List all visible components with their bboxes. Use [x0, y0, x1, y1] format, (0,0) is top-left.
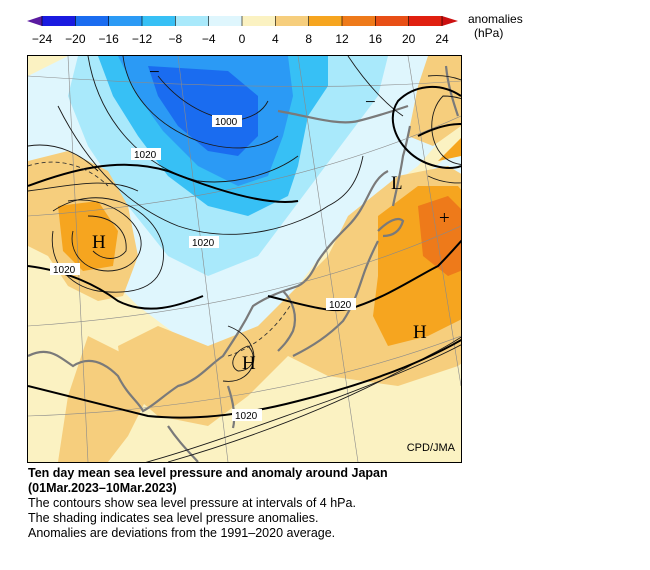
pressure-centers: H H H H L L [92, 173, 427, 374]
colorbar-tick-label: −4 [202, 32, 216, 46]
colorbar-tick-label: 16 [369, 32, 383, 46]
isobars-1020 [28, 85, 461, 419]
colorbar-bin [408, 16, 443, 26]
high-south-of-japan-symbol: H [413, 322, 427, 343]
units-label-line2: (hPa) [474, 26, 504, 40]
shading-negative-core [148, 66, 258, 156]
shading-positive-west-strong [58, 201, 118, 271]
contour-label-1020-d: 1020 [329, 300, 352, 311]
anomaly-plus-japan: + [439, 208, 450, 229]
colorbar-tick-label: 12 [335, 32, 349, 46]
colorbar-tick-label: 8 [305, 32, 312, 46]
colorbar-bin [75, 16, 110, 26]
colorbar-tick-label: 4 [272, 32, 279, 46]
colorbar-tick-label: −16 [98, 32, 119, 46]
figure-caption: Ten day mean sea level pressure and anom… [28, 466, 628, 541]
anomaly-marks: − − + + [149, 62, 450, 229]
shading-positive-japan-strong [418, 196, 461, 276]
anomaly-colorbar: −24 −20 −16 −12 −8 −4 0 4 8 12 16 20 24 [27, 16, 458, 46]
colorbar-bin [375, 16, 410, 26]
colorbar-left-arrow [27, 16, 42, 26]
coast-asia [28, 170, 389, 413]
colorbar-tick-label: 24 [435, 32, 449, 46]
contour-label-1020-a: 1020 [134, 150, 157, 161]
contour-label-1020-c: 1020 [53, 265, 76, 276]
credit-label: CPD/JMA [406, 442, 455, 454]
caption-line2: The shading indicates sea level pressure… [28, 511, 319, 525]
contour-label-1020-g: 1020 [235, 411, 258, 422]
colorbar-tick-label: −12 [132, 32, 153, 46]
contour-label-1020-b: 1020 [192, 238, 215, 249]
colorbar-bin [342, 16, 376, 26]
colorbar-tick-label: 20 [402, 32, 416, 46]
colorbar-bin [275, 16, 310, 26]
pressure-anomaly-map: 1000 1020 1020 1020 1020 1020 1020 1020 … [27, 55, 462, 463]
colorbar-bin [42, 16, 76, 26]
anomaly-minus-okhotsk: − [365, 92, 376, 113]
shading-positive-japan [118, 166, 461, 426]
caption-title-line1: Ten day mean sea level pressure and anom… [28, 466, 388, 480]
colorbar-tick-labels: −24 −20 −16 −12 −8 −4 0 4 8 12 16 20 24 [32, 16, 449, 46]
colorbar-bin [208, 16, 243, 26]
caption-line3: Anomalies are deviations from the 1991–2… [28, 526, 336, 540]
caption-title-line2: (01Mar.2023–10Mar.2023) [28, 481, 177, 495]
colorbar-tick-label: −24 [32, 32, 53, 46]
coast-japan-hokkaido [377, 217, 405, 238]
colorbar-tick-label: −20 [65, 32, 86, 46]
anomaly-zero-lines [28, 161, 294, 357]
colorbar-units-label: anomalies (hPa) [468, 12, 523, 40]
colorbar-bin [242, 16, 276, 26]
anomaly-minus-siberia: − [149, 62, 160, 83]
coast-philippines [167, 425, 199, 462]
coast-taiwan [226, 385, 236, 429]
colorbar-bin [142, 16, 176, 26]
caption-line1: The contours show sea level pressure at … [28, 496, 356, 510]
colorbar-tick-label: −8 [168, 32, 182, 46]
colorbar-tick-label: 0 [239, 32, 246, 46]
colorbar-bin [308, 16, 343, 26]
contour-label-1000: 1000 [215, 117, 238, 128]
colorbar-bins [42, 16, 443, 26]
colorbar-bin [108, 16, 143, 26]
high-east-china-sea-symbol: H [242, 353, 256, 374]
colorbar-right-arrow [442, 16, 458, 26]
units-label-line1: anomalies [468, 12, 523, 26]
shading-positive-south [58, 336, 148, 462]
graticule [28, 56, 461, 462]
contour-labels: 1000 1020 1020 1020 1020 1020 1020 1020 [50, 115, 356, 422]
colorbar-bin [175, 16, 210, 26]
high-mongolia-symbol: H [92, 232, 106, 253]
coast-kamchatka [444, 65, 460, 117]
low-sakhalin-symbol: L [391, 173, 403, 194]
coast-sakhalin [391, 125, 412, 207]
shading-positive-okhotsk-strong [438, 76, 461, 161]
